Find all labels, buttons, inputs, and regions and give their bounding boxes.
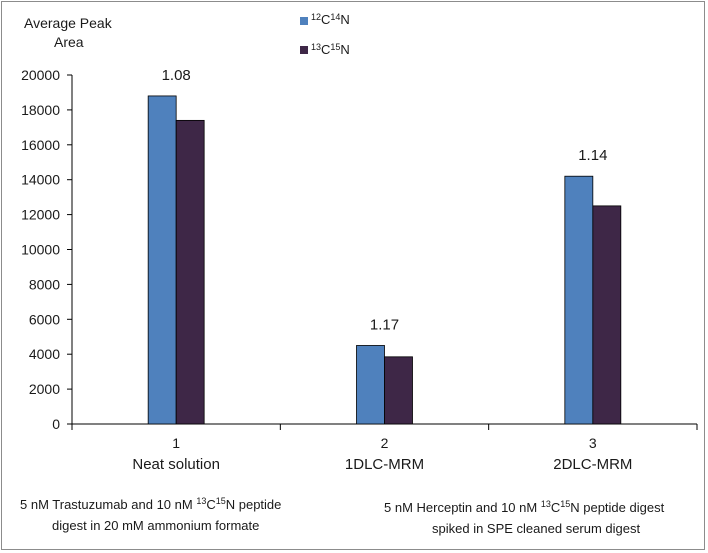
y-axis-title-line2: Area <box>54 34 84 50</box>
legend-label-12c14n: 12C14N <box>311 12 350 27</box>
y-tick-label: 12000 <box>21 207 60 223</box>
y-axis-ticks: 0 2000 4000 6000 8000 10000 12000 14000 16000 180… <box>21 67 72 432</box>
legend-swatch-13c15n <box>300 46 308 54</box>
y-tick-label: 10000 <box>21 242 60 258</box>
bars <box>147 95 622 425</box>
category-labels: 1 Neat solution 2 1DLC-MRM 3 2DLC-MRM <box>132 435 632 473</box>
bar-series1-cat3 <box>564 175 594 425</box>
x-axis-ticks <box>71 424 698 430</box>
category-name-label: 1DLC-MRM <box>345 456 424 473</box>
y-tick-label: 6000 <box>29 311 60 327</box>
note-left-line2: digest in 20 mM ammonium formate <box>52 518 259 533</box>
note-left-line1: 5 nM Trastuzumab and 10 nM 13C15N peptid… <box>20 496 281 512</box>
legend: 12C14N 13C15N <box>300 12 350 57</box>
bar-series1-cat1 <box>147 95 177 425</box>
legend-swatch-12c14n <box>300 17 308 25</box>
bar-series2-cat2 <box>384 356 413 425</box>
category-number-label: 2 <box>381 435 389 451</box>
y-tick-label: 18000 <box>21 102 60 118</box>
legend-label-13c15n: 13C15N <box>311 42 350 57</box>
ratio-labels: 1.08 1.17 1.14 <box>162 67 608 334</box>
category-number-label: 3 <box>589 435 597 451</box>
bar-series1-cat2 <box>356 345 385 425</box>
note-right-line2: spiked in SPE cleaned serum digest <box>432 521 641 536</box>
bar-series2-cat1 <box>175 119 205 425</box>
y-tick-label: 2000 <box>29 381 60 397</box>
y-axis-title-line1: Average Peak <box>24 15 113 31</box>
y-tick-label: 14000 <box>21 172 60 188</box>
category-name-label: Neat solution <box>132 456 220 473</box>
ratio-label: 1.14 <box>578 147 607 164</box>
ratio-label: 1.17 <box>370 316 399 333</box>
y-tick-label: 8000 <box>29 276 60 292</box>
category-number-label: 1 <box>172 435 180 451</box>
note-right-line1: 5 nM Herceptin and 10 nM 13C15N peptide … <box>384 499 665 515</box>
y-tick-label: 4000 <box>29 346 60 362</box>
bar-series2-cat3 <box>592 205 622 425</box>
y-tick-label: 20000 <box>21 67 60 83</box>
y-tick-label: 0 <box>52 416 60 432</box>
category-name-label: 2DLC-MRM <box>553 456 632 473</box>
ratio-label: 1.08 <box>162 67 191 84</box>
y-tick-label: 16000 <box>21 137 60 153</box>
